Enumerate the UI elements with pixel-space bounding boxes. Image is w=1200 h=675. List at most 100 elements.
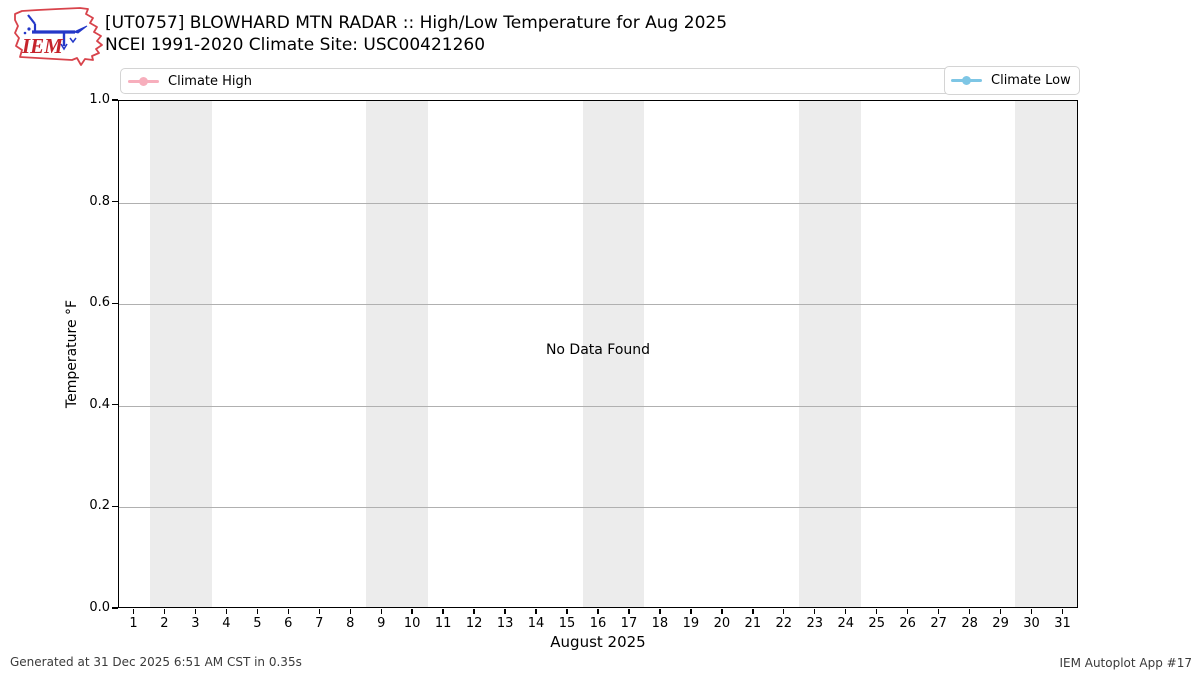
legend-label-climate-low: Climate Low bbox=[991, 73, 1071, 88]
y-tick bbox=[112, 302, 118, 304]
x-tick-label: 1 bbox=[129, 616, 138, 631]
x-tick-label: 23 bbox=[806, 616, 824, 631]
x-tick bbox=[163, 609, 166, 614]
y-tick-label: 0.2 bbox=[89, 498, 110, 514]
x-tick-label: 31 bbox=[1054, 616, 1071, 631]
x-tick-label: 22 bbox=[775, 616, 793, 631]
x-tick bbox=[1030, 609, 1033, 614]
x-tick bbox=[937, 609, 940, 614]
x-tick bbox=[194, 609, 197, 614]
x-tick bbox=[783, 609, 785, 614]
x-tick bbox=[349, 609, 351, 614]
weekend-shade-band bbox=[149, 101, 212, 607]
x-tick-label: 26 bbox=[899, 616, 916, 631]
x-tick bbox=[1061, 609, 1064, 614]
x-tick-label: 8 bbox=[346, 616, 355, 631]
chart-title: [UT0757] BLOWHARD MTN RADAR :: High/Low … bbox=[105, 13, 728, 33]
x-tick-label: 18 bbox=[651, 616, 669, 631]
x-tick bbox=[876, 609, 878, 614]
footer-generated: Generated at 31 Dec 2025 6:51 AM CST in … bbox=[10, 655, 302, 669]
x-tick-label: 27 bbox=[930, 616, 947, 631]
x-tick-label: 28 bbox=[961, 616, 978, 631]
no-data-message: No Data Found bbox=[545, 342, 651, 358]
x-tick-label: 16 bbox=[589, 616, 607, 631]
x-tick-label: 25 bbox=[868, 616, 885, 631]
footer-app: IEM Autoplot App #17 bbox=[1059, 656, 1192, 670]
iowa-outline bbox=[14, 7, 103, 66]
x-tick bbox=[906, 609, 909, 614]
x-tick-label: 6 bbox=[284, 616, 293, 631]
x-tick-label: 19 bbox=[682, 616, 700, 631]
gridline bbox=[119, 304, 1077, 306]
y-tick bbox=[112, 200, 118, 203]
x-tick-label: 20 bbox=[713, 616, 731, 631]
x-tick-label: 12 bbox=[465, 616, 483, 631]
x-tick bbox=[256, 609, 259, 614]
x-axis-label: August 2025 bbox=[550, 633, 646, 651]
weather-vane-icon bbox=[23, 14, 88, 51]
weekend-shade-band bbox=[1015, 101, 1077, 607]
x-tick bbox=[721, 609, 723, 614]
x-tick-label: 7 bbox=[315, 616, 324, 631]
x-tick-label: 24 bbox=[837, 616, 854, 631]
y-tick bbox=[112, 99, 118, 101]
iem-logo-text: IEM bbox=[21, 34, 64, 58]
x-tick-label: 5 bbox=[253, 616, 262, 631]
title-block: [UT0757] BLOWHARD MTN RADAR :: High/Low … bbox=[105, 12, 727, 56]
y-tick-label: 0.6 bbox=[89, 295, 110, 311]
x-tick bbox=[504, 609, 506, 614]
x-tick bbox=[473, 609, 475, 614]
x-tick bbox=[968, 609, 971, 614]
x-tick bbox=[225, 609, 228, 614]
x-tick-label: 4 bbox=[222, 616, 231, 631]
weekend-shade-band bbox=[582, 101, 645, 607]
x-tick bbox=[628, 609, 630, 614]
x-tick bbox=[566, 609, 568, 614]
legend-climate-high: Climate High bbox=[120, 68, 1080, 94]
weekend-shade-band bbox=[366, 101, 429, 607]
y-tick bbox=[112, 607, 118, 609]
chart-subtitle: NCEI 1991-2020 Climate Site: USC00421260 bbox=[105, 35, 486, 55]
x-tick-label: 30 bbox=[1023, 616, 1040, 631]
gridline bbox=[119, 507, 1077, 509]
x-tick bbox=[659, 609, 661, 614]
gridline bbox=[119, 405, 1077, 407]
x-tick bbox=[287, 609, 289, 614]
x-tick bbox=[535, 609, 537, 614]
legend-label-climate-high: Climate High bbox=[168, 73, 253, 89]
weekend-shade-band bbox=[798, 101, 861, 607]
x-tick bbox=[132, 609, 135, 614]
x-tick-label: 21 bbox=[744, 616, 762, 631]
x-tick-label: 11 bbox=[434, 616, 452, 631]
y-tick bbox=[112, 404, 118, 406]
legend-entry-climate-low: Climate Low bbox=[951, 73, 1071, 88]
x-tick bbox=[318, 609, 320, 614]
y-axis-label: Temperature °F bbox=[64, 299, 80, 409]
x-tick bbox=[411, 609, 413, 614]
x-tick-label: 2 bbox=[160, 616, 169, 631]
climate-high-marker-icon bbox=[128, 76, 159, 86]
x-tick-label: 3 bbox=[191, 616, 200, 631]
y-tick-label: 0.0 bbox=[89, 600, 110, 615]
x-tick-label: 13 bbox=[496, 616, 514, 631]
climate-low-marker-icon bbox=[951, 76, 982, 85]
x-tick bbox=[442, 609, 444, 614]
x-tick-label: 14 bbox=[527, 616, 545, 631]
x-tick-label: 17 bbox=[620, 616, 638, 631]
y-tick-label: 0.4 bbox=[89, 396, 110, 412]
plot-area: No Data Found bbox=[118, 100, 1078, 608]
x-tick-label: 9 bbox=[377, 616, 386, 631]
x-tick bbox=[752, 609, 754, 614]
y-tick-label: 0.8 bbox=[89, 193, 110, 209]
y-tick-label: 1.0 bbox=[89, 92, 110, 107]
x-tick bbox=[845, 609, 847, 614]
x-tick-label: 10 bbox=[403, 616, 421, 631]
x-tick bbox=[380, 609, 382, 614]
x-tick bbox=[999, 609, 1002, 614]
legend-entry-climate-high: Climate High bbox=[128, 74, 252, 89]
x-tick-label: 29 bbox=[992, 616, 1009, 631]
y-tick bbox=[112, 505, 118, 508]
legend-climate-low: Climate Low bbox=[944, 66, 1080, 95]
iem-logo: IEM bbox=[14, 7, 103, 66]
